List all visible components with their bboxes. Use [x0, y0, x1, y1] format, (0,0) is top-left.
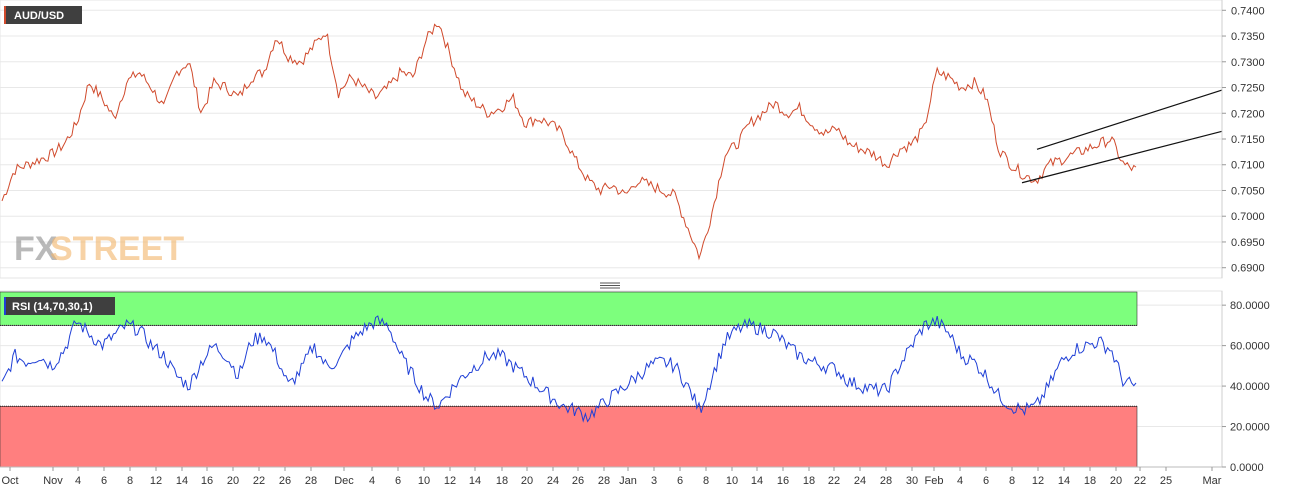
price-tick-label: 0.6950 — [1231, 237, 1265, 249]
symbol-chip-accent — [4, 6, 6, 24]
date-tick-label: 16 — [777, 475, 789, 487]
date-tick-label: 12 — [444, 475, 456, 487]
rsi-tick-label: 20.0000 — [1230, 422, 1270, 434]
date-tick-label: 28 — [598, 475, 610, 487]
date-tick-label: 6 — [677, 475, 683, 487]
date-tick-label: 8 — [703, 475, 709, 487]
rsi-tick-label: 60.0000 — [1230, 341, 1270, 353]
date-tick-label: 14 — [176, 475, 188, 487]
date-tick-label: 24 — [854, 475, 866, 487]
date-tick-label: 14 — [751, 475, 763, 487]
drag-handle-icon[interactable] — [600, 282, 620, 289]
price-tick-label: 0.7250 — [1231, 83, 1265, 95]
price-tick-label: 0.7350 — [1231, 31, 1265, 43]
date-tick-label: 12 — [150, 475, 162, 487]
rsi-tick-label: 40.0000 — [1230, 381, 1270, 393]
date-tick-label: 14 — [469, 475, 481, 487]
date-tick-label: 22 — [828, 475, 840, 487]
rsi-series — [1, 315, 1137, 423]
date-tick-label: 12 — [1032, 475, 1044, 487]
date-tick-label: 22 — [253, 475, 265, 487]
watermark-fx: FX — [14, 230, 58, 268]
date-tick-label: 28 — [305, 475, 317, 487]
date-tick-label: 8 — [1009, 475, 1015, 487]
date-tick-label: 6 — [983, 475, 989, 487]
date-tick-label: 18 — [803, 475, 815, 487]
panel-splitter[interactable] — [0, 280, 1222, 289]
price-grid — [0, 9, 1222, 269]
date-tick-label: 26 — [279, 475, 291, 487]
date-tick-label: 3 — [651, 475, 657, 487]
date-tick-label: 14 — [1058, 475, 1070, 487]
date-tick-label: 30 — [906, 475, 918, 487]
date-axis: Oct Nov 4 6 8 12 14 16 20 22 26 28 Dec 4 6 10 12 14 18 20 24… — [0, 466, 1222, 487]
date-tick-label: Dec — [334, 475, 354, 487]
date-tick-label: 18 — [496, 475, 508, 487]
price-tick-label: 0.7050 — [1231, 185, 1265, 197]
price-line — [1, 23, 1137, 261]
price-tick-label: 0.7000 — [1231, 211, 1265, 223]
symbol-chip: AUD/USD — [4, 6, 82, 24]
channel-upper-line — [1036, 89, 1223, 150]
date-tick-label: 6 — [395, 475, 401, 487]
date-tick-label: 20 — [1110, 475, 1122, 487]
date-tick-label: Feb — [925, 475, 944, 487]
price-tick-label: 0.7300 — [1231, 57, 1265, 69]
splitter-bar[interactable] — [0, 280, 1222, 289]
rsi-tick-label: 80.0000 — [1230, 300, 1270, 312]
rsi-chip: RSI (14,70,30,1) — [4, 297, 115, 315]
rsi-panel: RSI (14,70,30,1) 80.0000 60.0000 40.0000 20… — [0, 290, 1270, 474]
watermark-street: STREET — [50, 230, 184, 268]
date-tick-label: 26 — [572, 475, 584, 487]
date-tick-label: Mar — [1203, 475, 1222, 487]
date-tick-label: 8 — [127, 475, 133, 487]
price-y-axis: 0.7400 0.7350 0.7300 0.7250 0.7200 0.7150 0.71… — [1221, 0, 1265, 278]
rsi-chip-accent — [4, 297, 6, 315]
date-tick-label: 24 — [547, 475, 559, 487]
price-tick-label: 0.7150 — [1231, 134, 1265, 146]
oversold-zone — [0, 406, 1138, 468]
date-tick-label: 10 — [418, 475, 430, 487]
overbought-zone — [0, 291, 1138, 326]
price-series — [1, 23, 1137, 261]
price-tick-label: 0.7100 — [1231, 160, 1265, 172]
date-tick-label: 20 — [521, 475, 533, 487]
price-panel: FX STREET AUD/USD 0.7400 0.7350 0.7300 0.72… — [0, 0, 1265, 279]
rsi-line — [1, 315, 1137, 423]
price-tick-label: 0.6900 — [1231, 263, 1265, 275]
rsi-tick-label: 0.0000 — [1230, 462, 1264, 474]
date-tick-label: Jan — [619, 475, 637, 487]
date-tick-label: 4 — [957, 475, 963, 487]
rsi-y-axis: 80.0000 60.0000 40.0000 20.0000 0.0000 — [1221, 291, 1270, 474]
watermark: FX STREET — [14, 230, 184, 268]
price-tick-label: 0.7200 — [1231, 108, 1265, 120]
date-tick-label: 18 — [1084, 475, 1096, 487]
channel-lower-line — [1021, 130, 1223, 184]
date-tick-label: Oct — [1, 475, 18, 487]
date-tick-label: 28 — [880, 475, 892, 487]
rsi-chip-label: RSI (14,70,30,1) — [12, 301, 93, 313]
date-tick-label: 25 — [1160, 475, 1172, 487]
date-tick-label: 4 — [75, 475, 81, 487]
date-tick-label: Nov — [43, 475, 63, 487]
rsi-chip-bg — [4, 297, 115, 315]
date-tick-label: 4 — [369, 475, 375, 487]
symbol-chip-bg — [4, 6, 82, 24]
ascending-channel — [1021, 89, 1223, 184]
date-tick-label: 22 — [1134, 475, 1146, 487]
rsi-zones — [0, 291, 1138, 468]
date-tick-label: 20 — [227, 475, 239, 487]
price-tick-label: 0.7400 — [1231, 5, 1265, 17]
symbol-chip-label: AUD/USD — [14, 10, 64, 22]
date-tick-label: 16 — [201, 475, 213, 487]
date-tick-label: 6 — [101, 475, 107, 487]
date-tick-label: 10 — [726, 475, 738, 487]
